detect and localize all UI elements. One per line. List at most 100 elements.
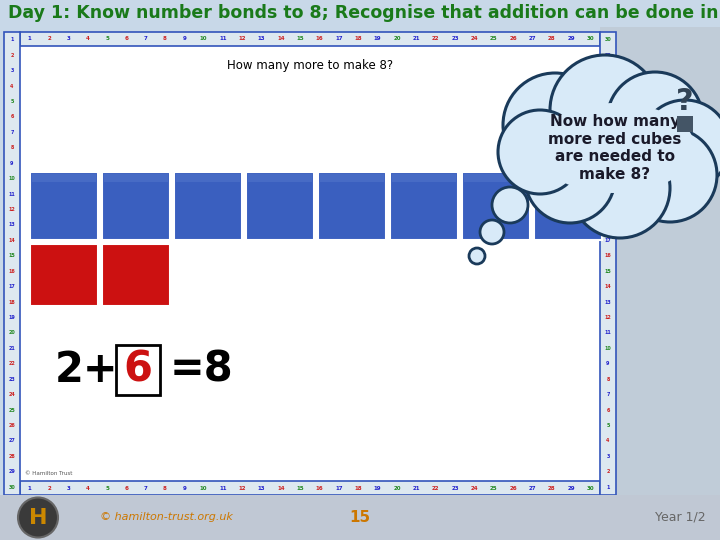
FancyBboxPatch shape <box>104 174 168 182</box>
Text: 29: 29 <box>605 52 611 58</box>
Circle shape <box>640 100 720 190</box>
Text: 30: 30 <box>587 37 594 42</box>
Text: 18: 18 <box>605 222 611 227</box>
Text: 15: 15 <box>9 253 15 258</box>
FancyBboxPatch shape <box>536 174 600 182</box>
Text: 2: 2 <box>47 37 51 42</box>
Text: 27: 27 <box>605 84 611 89</box>
Circle shape <box>503 73 607 177</box>
Text: 21: 21 <box>605 176 611 181</box>
Text: 1: 1 <box>10 37 14 42</box>
Text: 1: 1 <box>28 485 32 490</box>
FancyBboxPatch shape <box>102 172 170 240</box>
Text: 20: 20 <box>393 485 401 490</box>
Circle shape <box>550 55 660 165</box>
Text: 4: 4 <box>10 84 14 89</box>
Text: 8: 8 <box>10 145 14 150</box>
Text: 3: 3 <box>606 454 610 459</box>
Text: 6: 6 <box>125 485 128 490</box>
Text: 12: 12 <box>605 315 611 320</box>
Text: 21: 21 <box>413 485 420 490</box>
Text: 10: 10 <box>605 346 611 351</box>
Circle shape <box>607 72 703 168</box>
Text: 22: 22 <box>605 161 611 166</box>
FancyBboxPatch shape <box>174 172 242 240</box>
Text: 30: 30 <box>605 37 611 42</box>
Text: 19: 19 <box>374 485 382 490</box>
Text: 6: 6 <box>10 114 14 119</box>
Text: 10: 10 <box>200 37 207 42</box>
Text: 12: 12 <box>238 485 246 490</box>
Text: 30: 30 <box>587 485 594 490</box>
Text: 7: 7 <box>606 392 610 397</box>
Text: 12: 12 <box>238 37 246 42</box>
Text: 4: 4 <box>86 37 89 42</box>
FancyBboxPatch shape <box>32 174 96 182</box>
Text: 28: 28 <box>548 485 555 490</box>
Text: 17: 17 <box>605 238 611 243</box>
Text: 26: 26 <box>509 485 517 490</box>
Text: 7: 7 <box>144 485 148 490</box>
Text: 12: 12 <box>9 207 15 212</box>
Text: H: H <box>29 508 48 528</box>
Text: 24: 24 <box>471 485 478 490</box>
Text: 17: 17 <box>336 485 343 490</box>
FancyBboxPatch shape <box>102 244 170 306</box>
Text: ?: ? <box>676 87 694 117</box>
Text: 9: 9 <box>182 37 186 42</box>
Text: 28: 28 <box>605 68 611 73</box>
Text: 22: 22 <box>432 485 439 490</box>
Text: 14: 14 <box>605 284 611 289</box>
Circle shape <box>492 187 528 223</box>
Text: How many more to make 8?: How many more to make 8? <box>227 59 393 72</box>
Text: 15: 15 <box>297 37 304 42</box>
Text: 9: 9 <box>182 485 186 490</box>
Text: 21: 21 <box>413 37 420 42</box>
Text: Day 1: Know number bonds to 8; Recognise that addition can be done in any order.: Day 1: Know number bonds to 8; Recognise… <box>8 4 720 22</box>
FancyBboxPatch shape <box>677 116 693 132</box>
Text: 23: 23 <box>451 485 459 490</box>
Text: 22: 22 <box>432 37 439 42</box>
FancyBboxPatch shape <box>0 495 720 540</box>
Text: 25: 25 <box>490 485 498 490</box>
Text: 27: 27 <box>528 37 536 42</box>
Text: 20: 20 <box>9 330 15 335</box>
FancyBboxPatch shape <box>116 345 160 395</box>
Text: 3: 3 <box>66 37 71 42</box>
Text: 26: 26 <box>509 37 517 42</box>
Text: 17: 17 <box>9 284 15 289</box>
Text: 16: 16 <box>316 37 323 42</box>
Text: 11: 11 <box>220 37 227 42</box>
FancyBboxPatch shape <box>246 172 314 240</box>
Text: 14: 14 <box>277 485 285 490</box>
Text: 13: 13 <box>258 485 266 490</box>
Text: 25: 25 <box>490 37 498 42</box>
Text: 1: 1 <box>606 485 610 490</box>
Text: 19: 19 <box>9 315 15 320</box>
Text: 27: 27 <box>528 485 536 490</box>
Text: 18: 18 <box>9 300 15 305</box>
Text: 11: 11 <box>9 192 15 197</box>
FancyBboxPatch shape <box>176 174 240 182</box>
FancyBboxPatch shape <box>18 44 602 483</box>
Text: 10: 10 <box>200 485 207 490</box>
Text: 8: 8 <box>606 377 610 382</box>
Text: 19: 19 <box>605 207 611 212</box>
Text: 29: 29 <box>9 469 15 474</box>
Text: =8: =8 <box>170 349 234 391</box>
Text: 26: 26 <box>605 99 611 104</box>
FancyBboxPatch shape <box>20 481 600 495</box>
Text: 2: 2 <box>606 469 610 474</box>
FancyBboxPatch shape <box>392 174 456 182</box>
Text: 18: 18 <box>354 37 362 42</box>
Text: 13: 13 <box>9 222 15 227</box>
FancyBboxPatch shape <box>4 32 20 495</box>
FancyBboxPatch shape <box>248 174 312 182</box>
Text: 27: 27 <box>9 438 15 443</box>
Text: Year 1/2: Year 1/2 <box>654 511 706 524</box>
Text: 15: 15 <box>297 485 304 490</box>
Text: © hamilton-trust.org.uk: © hamilton-trust.org.uk <box>100 512 233 523</box>
Circle shape <box>480 220 504 244</box>
Text: 8: 8 <box>163 485 167 490</box>
Text: 20: 20 <box>393 37 401 42</box>
